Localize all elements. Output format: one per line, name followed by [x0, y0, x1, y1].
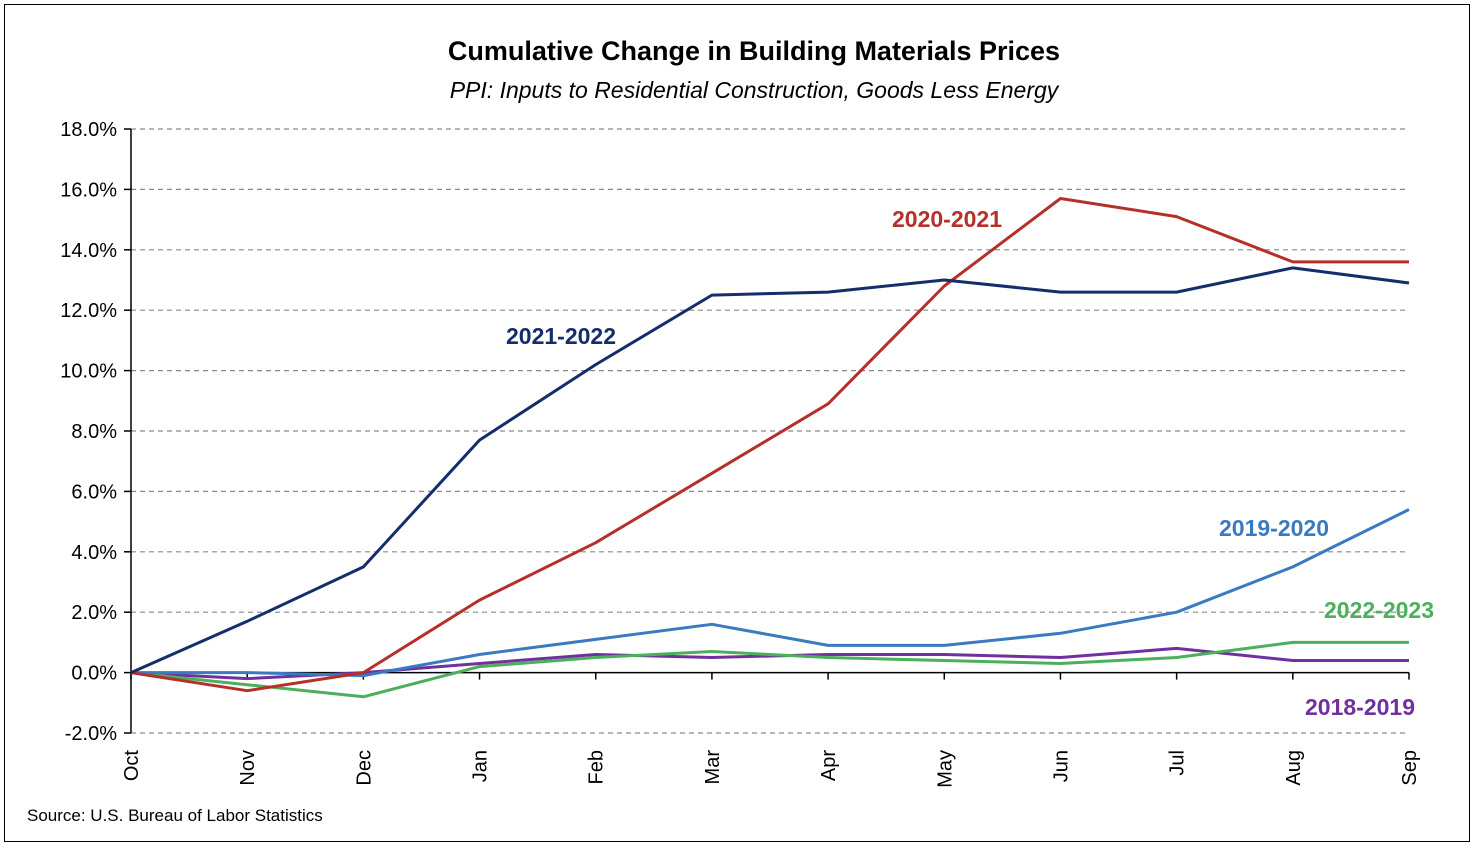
x-tick-label: Jun	[1050, 750, 1072, 782]
gridlines	[131, 128, 1409, 734]
x-tick-label: Jul	[1167, 750, 1189, 776]
series-label-2018-2019: 2018-2019	[1305, 694, 1415, 720]
y-tick-label: 18.0%	[60, 119, 117, 141]
series-labels: 2018-2019 2022-2023 2019-2020 2020-2021 2021…	[506, 206, 1434, 720]
x-tick-label: Aug	[1283, 750, 1305, 786]
line-chart: Cumulative Change in Building Materials …	[27, 36, 1434, 825]
y-tick-label: 8.0%	[71, 421, 117, 443]
x-tick-label: Dec	[353, 750, 375, 786]
x-tick-label: Feb	[586, 750, 608, 784]
series-label-2022-2023: 2022-2023	[1324, 597, 1434, 623]
x-tick-label: Sep	[1399, 750, 1421, 786]
series-line-2022-2023	[130, 640, 1409, 699]
series-line-2021-2022	[130, 266, 1410, 674]
x-axis-ticks: Oct Nov Dec Jan Feb Mar Apr May Jun Jul Aug Sep	[121, 672, 1421, 788]
x-tick-label: Jan	[470, 750, 492, 782]
series-label-2021-2022: 2021-2022	[506, 323, 616, 349]
y-tick-label: 12.0%	[60, 300, 117, 322]
y-tick-label: -2.0%	[65, 723, 117, 745]
series-lines	[130, 197, 1410, 699]
x-tick-label: May	[934, 750, 956, 788]
y-tick-label: 2.0%	[71, 602, 117, 624]
y-tick-label: 14.0%	[60, 240, 117, 262]
x-tick-label: Nov	[237, 750, 259, 786]
chart-frame: Cumulative Change in Building Materials …	[4, 4, 1470, 842]
y-axis-ticks: -2.0% 0.0% 2.0% 4.0% 6.0% 8.0% 10.0% 12.0% 14.0%…	[60, 119, 131, 745]
x-tick-label: Apr	[818, 750, 840, 781]
series-label-2019-2020: 2019-2020	[1219, 515, 1329, 541]
x-tick-label: Oct	[121, 750, 143, 782]
y-tick-label: 16.0%	[60, 179, 117, 201]
y-tick-label: 4.0%	[71, 542, 117, 564]
y-tick-label: 6.0%	[71, 481, 117, 503]
series-label-2020-2021: 2020-2021	[892, 206, 1002, 232]
series-line-2019-2020	[131, 508, 1410, 678]
y-tick-label: 0.0%	[71, 663, 117, 685]
series-line-2020-2021	[130, 197, 1409, 693]
chart-subtitle: PPI: Inputs to Residential Construction,…	[450, 77, 1060, 103]
y-tick-label: 10.0%	[60, 361, 117, 383]
chart-title: Cumulative Change in Building Materials …	[448, 36, 1060, 66]
source-note: Source: U.S. Bureau of Labor Statistics	[27, 806, 323, 825]
x-tick-label: Mar	[702, 750, 724, 785]
